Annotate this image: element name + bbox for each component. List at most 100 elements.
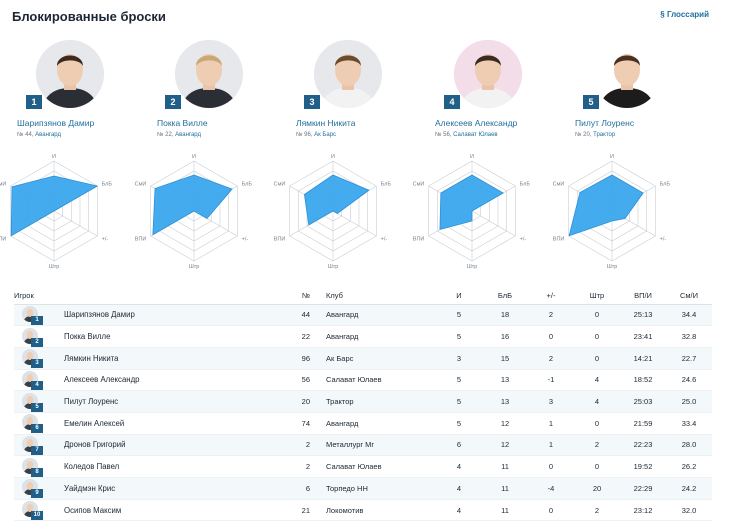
club-link[interactable]: Авангард: [175, 132, 201, 138]
player-name-link[interactable]: Шарипзянов Дамир: [17, 118, 95, 128]
player-name-link[interactable]: Покка Вилле: [157, 118, 208, 128]
header-spacer: [64, 288, 296, 305]
shifts-value: 32.0: [666, 499, 712, 522]
rank-badge: 4: [444, 95, 460, 109]
radar-chart: И БлБ +/- Штр ВПИ СмИ: [413, 154, 531, 270]
row-avatar-cell: 2: [14, 325, 64, 348]
rank-badge: 9: [31, 489, 43, 499]
player-number-club: № 20, Трактор: [575, 132, 616, 138]
club-link[interactable]: Салават Юлаев: [453, 132, 498, 138]
plus-minus-value: 3: [528, 390, 574, 413]
player-name[interactable]: Пилут Лоуренс: [64, 390, 296, 413]
toi-value: 21:59: [620, 412, 666, 435]
row-avatar-cell: 8: [14, 455, 64, 478]
players-table: Игрок № Клуб И БлБ +/- Штр ВП/И См/И 1 Ш…: [14, 288, 712, 522]
player-name[interactable]: Коледов Павел: [64, 455, 296, 478]
plus-minus-value: 0: [528, 325, 574, 348]
player-avatar[interactable]: 3: [22, 348, 43, 369]
player-photo[interactable]: [175, 40, 243, 108]
club-name: Авангард: [314, 412, 436, 435]
player-avatar[interactable]: 6: [22, 413, 43, 434]
games-value: 4: [436, 499, 482, 522]
radar-axis-label: БлБ: [520, 182, 531, 188]
player-photo[interactable]: [314, 40, 382, 108]
player-name[interactable]: Осипов Максим: [64, 499, 296, 522]
header-toi[interactable]: ВП/И: [620, 288, 666, 305]
table-row[interactable]: 5 Пилут Лоуренс 20 Трактор 5 13 3 4 25:0…: [14, 390, 712, 413]
radar-axis-label: +/-: [381, 237, 388, 243]
player-name[interactable]: Уайдмэн Крис: [64, 477, 296, 500]
radar-axis-label: БлБ: [660, 182, 671, 188]
player-avatar[interactable]: 5: [22, 392, 43, 412]
player-name[interactable]: Емелин Алексей: [64, 412, 296, 435]
player-avatar[interactable]: 7: [22, 435, 43, 455]
club-link[interactable]: Ак Барс: [314, 132, 337, 138]
table-row[interactable]: 9 Уайдмэн Крис 6 Торпедо НН 4 11 -4 20 2…: [14, 477, 712, 500]
player-name[interactable]: Покка Вилле: [64, 325, 296, 348]
plus-minus-value: -1: [528, 369, 574, 392]
plus-minus-value: 0: [528, 455, 574, 478]
player-name[interactable]: Лямкин Никита: [64, 347, 296, 370]
header-penalty-minutes[interactable]: Штр: [574, 288, 620, 305]
club-name: Ак Барс: [314, 347, 436, 370]
table-row[interactable]: 4 Алексеев Александр 56 Салават Юлаев 5 …: [14, 369, 712, 392]
player-avatar[interactable]: 9: [22, 478, 43, 499]
penalty-minutes-value: 0: [574, 325, 620, 348]
toi-value: 23:12: [620, 499, 666, 522]
player-number: 2: [296, 455, 314, 478]
header-blocked-shots[interactable]: БлБ: [482, 288, 528, 305]
club-link[interactable]: Авангард: [35, 132, 61, 138]
table-row[interactable]: 3 Лямкин Никита 96 Ак Барс 3 15 2 0 14:2…: [14, 347, 712, 370]
header-club[interactable]: Клуб: [314, 288, 436, 305]
radar-axis-label: Штр: [607, 264, 618, 270]
header-number[interactable]: №: [296, 288, 314, 305]
header-games[interactable]: И: [436, 288, 482, 305]
blocked-shots-value: 16: [482, 325, 528, 348]
table-row[interactable]: 1 Шарипзянов Дамир 44 Авангард 5 18 2 0 …: [14, 304, 712, 327]
glossary-link[interactable]: § Глоссарий: [660, 10, 709, 19]
player-name-link[interactable]: Лямкин Никита: [296, 118, 356, 128]
player-avatar[interactable]: 2: [22, 327, 43, 347]
table-row[interactable]: 6 Емелин Алексей 74 Авангард 5 12 1 0 21…: [14, 412, 712, 435]
row-avatar-cell: 6: [14, 412, 64, 435]
player-name[interactable]: Дронов Григорий: [64, 434, 296, 457]
header-player[interactable]: Игрок: [14, 288, 64, 305]
blocked-shots-value: 13: [482, 390, 528, 413]
table-row[interactable]: 8 Коледов Павел 2 Салават Юлаев 4 11 0 0…: [14, 455, 712, 478]
player-name-link[interactable]: Алексеев Александр: [435, 118, 518, 128]
shifts-value: 26.2: [666, 455, 712, 478]
radar-axis-label: +/-: [520, 237, 527, 243]
radar-axis-label: СмИ: [553, 182, 565, 188]
radar-axis-label: +/-: [102, 237, 109, 243]
header-plus-minus[interactable]: +/-: [528, 288, 574, 305]
plus-minus-value: 2: [528, 347, 574, 370]
player-name-link[interactable]: Пилут Лоуренс: [575, 118, 635, 128]
player-avatar[interactable]: 8: [22, 457, 43, 477]
toi-value: 19:52: [620, 455, 666, 478]
player-number-club: № 56, Салават Юлаев: [435, 132, 498, 138]
plus-minus-value: 0: [528, 499, 574, 522]
player-name[interactable]: Алексеев Александр: [64, 369, 296, 392]
player-photo[interactable]: [454, 40, 522, 108]
radar-axis-label: Штр: [328, 264, 339, 270]
player-photo[interactable]: [593, 40, 661, 108]
player-name[interactable]: Шарипзянов Дамир: [64, 304, 296, 327]
table-row[interactable]: 2 Покка Вилле 22 Авангард 5 16 0 0 23:41…: [14, 325, 712, 348]
player-number: 44: [296, 304, 314, 327]
rank-badge: 10: [31, 511, 43, 521]
toi-value: 25:03: [620, 390, 666, 413]
table-row[interactable]: 7 Дронов Григорий 2 Металлург Мг 6 12 1 …: [14, 434, 712, 457]
player-avatar[interactable]: 4: [22, 370, 43, 390]
club-link[interactable]: Трактор: [593, 132, 616, 138]
table-row[interactable]: 10 Осипов Максим 21 Локомотив 4 11 0 2 2…: [14, 499, 712, 522]
penalty-minutes-value: 0: [574, 455, 620, 478]
radar-axis-label: СмИ: [0, 182, 6, 188]
player-avatar[interactable]: 1: [22, 305, 43, 325]
rank-badge: 5: [583, 95, 599, 109]
player-photo[interactable]: [36, 40, 104, 108]
radar-spoke: [53, 210, 98, 237]
player-avatar[interactable]: 10: [22, 500, 43, 521]
club-name: Торпедо НН: [314, 477, 436, 500]
games-value: 5: [436, 369, 482, 392]
header-shifts[interactable]: См/И: [666, 288, 712, 305]
